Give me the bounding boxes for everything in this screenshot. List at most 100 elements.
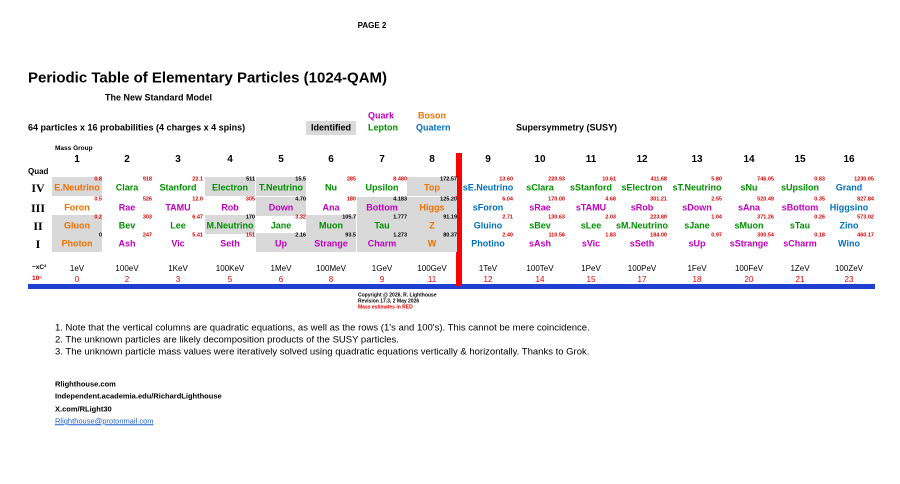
particle-name: sStrange bbox=[729, 238, 769, 249]
particle-name: Bev bbox=[118, 220, 136, 231]
column-number: 4 bbox=[227, 154, 233, 165]
note: 2. The unknown particles are likely deco… bbox=[55, 334, 399, 346]
particle-name: Jane bbox=[270, 220, 292, 231]
column-number: 2 bbox=[124, 154, 130, 165]
particle-mass: 13.60 bbox=[499, 176, 513, 183]
particle-mass: 110.56 bbox=[548, 232, 565, 239]
particle-name: Photino bbox=[471, 238, 505, 249]
particle-name: Rob bbox=[221, 202, 239, 213]
particle-name: sSeth bbox=[629, 238, 655, 249]
page-label: PAGE 2 bbox=[357, 21, 387, 30]
particle-mass: 285 bbox=[346, 176, 356, 183]
particle-name: Tau bbox=[374, 220, 390, 231]
particle-mass: 301.21 bbox=[650, 196, 667, 203]
energy: 100MeV bbox=[316, 264, 346, 273]
exponent: 0 bbox=[74, 275, 80, 284]
caption: 64 particles x 16 probabilities (4 charg… bbox=[28, 122, 246, 133]
particle-name: sCharm bbox=[783, 238, 817, 249]
identified-cell bbox=[306, 215, 356, 234]
particle-name: Gluon bbox=[64, 220, 90, 231]
particle-name: sElectron bbox=[621, 182, 663, 193]
exponent: 15 bbox=[586, 275, 596, 284]
particle-name: Top bbox=[424, 182, 440, 193]
particle-name: Photon bbox=[61, 238, 93, 249]
particle-name: Rae bbox=[118, 202, 136, 213]
particle-mass: 12.0 bbox=[192, 196, 203, 203]
particle-name: Electron bbox=[211, 182, 249, 193]
identified-cell bbox=[357, 215, 407, 234]
particle-mass: 93.5 bbox=[345, 232, 356, 239]
particle-name: sAsh bbox=[528, 238, 552, 249]
particle-mass: 0.35 bbox=[814, 196, 825, 203]
particle-name: Higgsino bbox=[829, 202, 869, 213]
particle-name: Gluino bbox=[473, 220, 503, 231]
title: Periodic Table of Elementary Particles (… bbox=[28, 69, 388, 87]
energy: 100GeV bbox=[417, 264, 447, 273]
particle-name: TAMU bbox=[165, 202, 191, 213]
particle-mass: 180 bbox=[346, 196, 356, 203]
particle-name: sBottom bbox=[781, 202, 819, 213]
column-number: 6 bbox=[328, 154, 334, 165]
exponent: 2 bbox=[124, 275, 130, 284]
copyright-line: Copyright @ 2026, R. Lighthouse bbox=[358, 292, 437, 299]
particle-mass: 0.18 bbox=[814, 232, 825, 239]
column-number: 12 bbox=[636, 154, 648, 165]
particle-name: E.Neutrino bbox=[54, 182, 100, 193]
particle-mass: 5.41 bbox=[192, 232, 203, 239]
identified-label: Identified bbox=[311, 122, 351, 133]
energy: 100TeV bbox=[526, 264, 554, 273]
particle-name: sUp bbox=[688, 238, 706, 249]
particle-mass: 0.8 bbox=[94, 176, 102, 183]
energy: 1eV bbox=[69, 264, 85, 273]
particle-name: T.Neutrino bbox=[259, 182, 303, 193]
particle-mass: 746.05 bbox=[757, 176, 774, 183]
column-number: 5 bbox=[278, 154, 284, 165]
energy: 100FeV bbox=[734, 264, 764, 273]
exponent: 12 bbox=[483, 275, 493, 284]
particle-mass: 2.03 bbox=[605, 214, 616, 221]
particle-mass: 91.19 bbox=[443, 214, 457, 221]
note: 1. Note that the vertical columns are qu… bbox=[55, 322, 590, 334]
particle-mass: 573.02 bbox=[857, 214, 874, 221]
column-number: 14 bbox=[743, 154, 755, 165]
legend-item: Quatern bbox=[416, 122, 451, 133]
column-number: 16 bbox=[843, 154, 855, 165]
particle-name: sM.Neutrino bbox=[615, 220, 669, 231]
particle-mass: 2.16 bbox=[295, 232, 306, 239]
particle-mass: 220.93 bbox=[548, 176, 565, 183]
energy: 100ZeV bbox=[834, 264, 864, 273]
particle-name: Ana bbox=[322, 202, 340, 213]
particle-name: Nu bbox=[325, 182, 337, 193]
particle-mass: 170 bbox=[245, 214, 255, 221]
particle-mass: 2.40 bbox=[502, 232, 513, 239]
particle-mass: 300.54 bbox=[757, 232, 774, 239]
identified-cell bbox=[256, 177, 306, 196]
identified-cell bbox=[52, 215, 102, 234]
particle-name: sForon bbox=[472, 202, 504, 213]
particle-name: Strange bbox=[314, 238, 348, 249]
particle-name: Ash bbox=[118, 238, 136, 249]
particle-mass: 3.32 bbox=[295, 214, 306, 221]
particle-name: Bottom bbox=[366, 202, 398, 213]
legend-item: Quark bbox=[368, 110, 395, 121]
particle-name: sMuon bbox=[734, 220, 764, 231]
particle-mass: 0.97 bbox=[711, 232, 722, 239]
particle-mass: 2.71 bbox=[502, 214, 513, 221]
exponent: 8 bbox=[328, 275, 334, 284]
particle-mass: 520.49 bbox=[757, 196, 774, 203]
particle-name: sRae bbox=[529, 202, 551, 213]
particle-mass: 371.26 bbox=[757, 214, 774, 221]
particle-name: Higgs bbox=[419, 202, 445, 213]
particle-mass: 151 bbox=[245, 232, 255, 239]
particle-mass: 4.70 bbox=[295, 196, 306, 203]
email-link[interactable]: Rlighthouse@protonmail.com bbox=[55, 416, 154, 426]
identified-cell bbox=[306, 233, 356, 252]
particle-name: sDown bbox=[682, 202, 712, 213]
particle-name: Upsilon bbox=[365, 182, 399, 193]
particle-mass: 170.00 bbox=[548, 196, 565, 203]
particle-mass: 6.47 bbox=[192, 214, 203, 221]
particle-mass: 105.7 bbox=[342, 214, 356, 221]
particle-mass: 4.68 bbox=[605, 196, 616, 203]
link-text: Rlighthouse.com bbox=[55, 379, 116, 389]
